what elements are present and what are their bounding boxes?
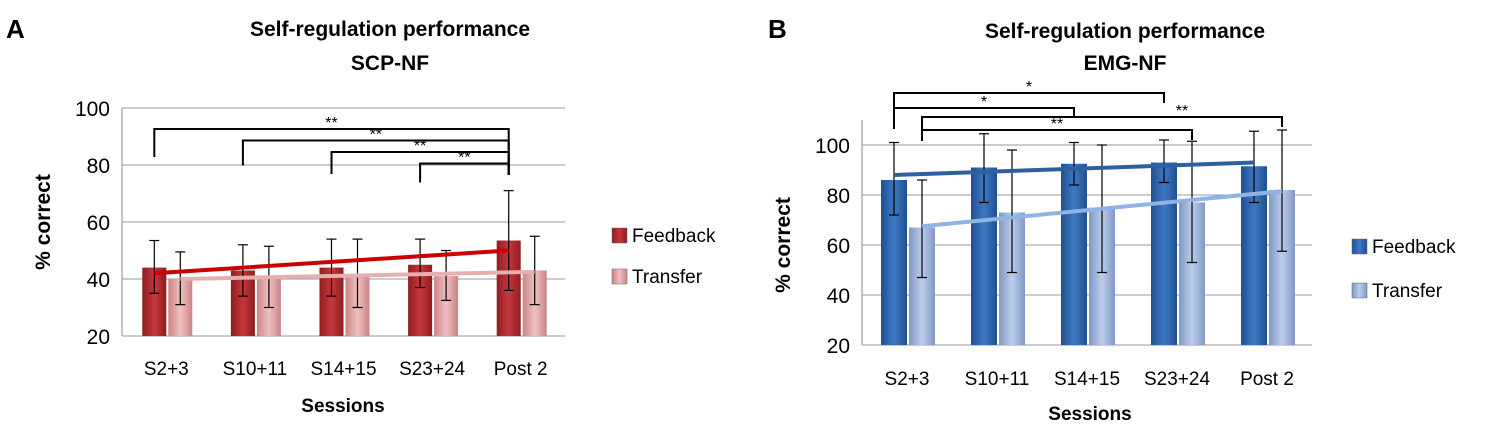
error-bar xyxy=(917,179,927,279)
y-tick-label: 20 xyxy=(827,335,850,358)
x-tick-label: S23+24 xyxy=(399,359,465,380)
significance-label: ** xyxy=(1176,103,1188,120)
panel-label: A xyxy=(6,14,25,44)
y-axis-label: % correct xyxy=(772,197,795,293)
x-tick-label: S14+15 xyxy=(310,359,376,380)
chart-subtitle: SCP-NF xyxy=(351,52,429,75)
error-bar xyxy=(1277,129,1287,252)
chart-title: Self-regulation performance xyxy=(985,20,1265,43)
error-bar xyxy=(1159,139,1169,184)
x-tick-label: S23+24 xyxy=(1144,369,1210,390)
significance-label: ** xyxy=(370,127,382,144)
bar-feedback xyxy=(1061,163,1087,345)
y-tick-label: 80 xyxy=(87,155,110,178)
significance-bracket xyxy=(419,162,510,183)
y-tick-label: 20 xyxy=(87,326,110,349)
error-bar xyxy=(1249,130,1259,204)
legend-swatch xyxy=(1351,282,1368,299)
legend-label: Transfer xyxy=(1372,281,1443,302)
x-tick-label: S2+3 xyxy=(144,359,189,380)
y-tick-label: 40 xyxy=(87,269,110,292)
significance-label: ** xyxy=(414,138,426,155)
trendline-feedback xyxy=(893,160,1255,177)
significance-label: ** xyxy=(1051,116,1063,133)
legend-swatch xyxy=(1351,238,1368,255)
x-tick-label: S10+11 xyxy=(223,359,288,380)
y-tick-label: 100 xyxy=(75,98,110,121)
x-tick-label: S14+15 xyxy=(1054,369,1120,390)
x-tick-label: S10+11 xyxy=(965,369,1030,390)
bracket-line xyxy=(921,129,1193,141)
y-axis-label: % correct xyxy=(32,174,55,270)
significance-label: * xyxy=(1026,79,1032,96)
y-tick-label: 60 xyxy=(87,212,110,235)
significance-bracket xyxy=(921,129,1193,141)
legend-label: Feedback xyxy=(632,226,716,247)
bracket-line xyxy=(893,107,1075,129)
y-tick-label: 40 xyxy=(827,285,850,308)
x-tick-label: Post 2 xyxy=(1240,369,1294,390)
trendline-transfer xyxy=(921,189,1283,229)
x-tick-label: S2+3 xyxy=(885,369,930,390)
error-bar xyxy=(149,239,160,294)
legend-label: Feedback xyxy=(1372,237,1456,258)
panel-b-chart: B Self-regulation performance EMG-NF % c… xyxy=(768,14,1456,425)
significance-label: ** xyxy=(325,115,337,132)
error-bar xyxy=(529,235,540,306)
error-bar xyxy=(889,141,899,216)
error-bar xyxy=(237,244,248,297)
bracket-line xyxy=(893,92,1165,129)
x-axis-label: Sessions xyxy=(1048,404,1131,425)
y-tick-label: 100 xyxy=(815,135,850,158)
legend-label: Transfer xyxy=(632,267,703,288)
y-tick-label: 80 xyxy=(827,185,850,208)
error-bar xyxy=(1069,141,1079,186)
error-bar xyxy=(979,133,989,204)
legend-swatch xyxy=(611,268,628,285)
y-tick-label: 60 xyxy=(827,235,850,258)
error-bar xyxy=(352,238,363,309)
panel-a-chart: A Self-regulation performance SCP-NF % c… xyxy=(6,14,716,417)
significance-label: * xyxy=(981,94,987,111)
bracket-line xyxy=(419,162,510,183)
error-bar xyxy=(326,238,337,297)
panel-label: B xyxy=(768,14,787,44)
error-bar xyxy=(415,238,426,289)
trendline-feedback xyxy=(154,248,509,276)
x-tick-label: Post 2 xyxy=(494,359,548,380)
bar-feedback xyxy=(1151,162,1177,345)
x-axis-label: Sessions xyxy=(301,396,384,417)
chart-subtitle: EMG-NF xyxy=(1084,52,1167,75)
significance-bracket xyxy=(893,92,1165,129)
significance-bracket xyxy=(893,107,1075,129)
chart-title: Self-regulation performance xyxy=(250,18,530,41)
trendline-transfer xyxy=(180,269,535,281)
significance-label: ** xyxy=(458,150,470,167)
legend-swatch xyxy=(611,227,628,244)
